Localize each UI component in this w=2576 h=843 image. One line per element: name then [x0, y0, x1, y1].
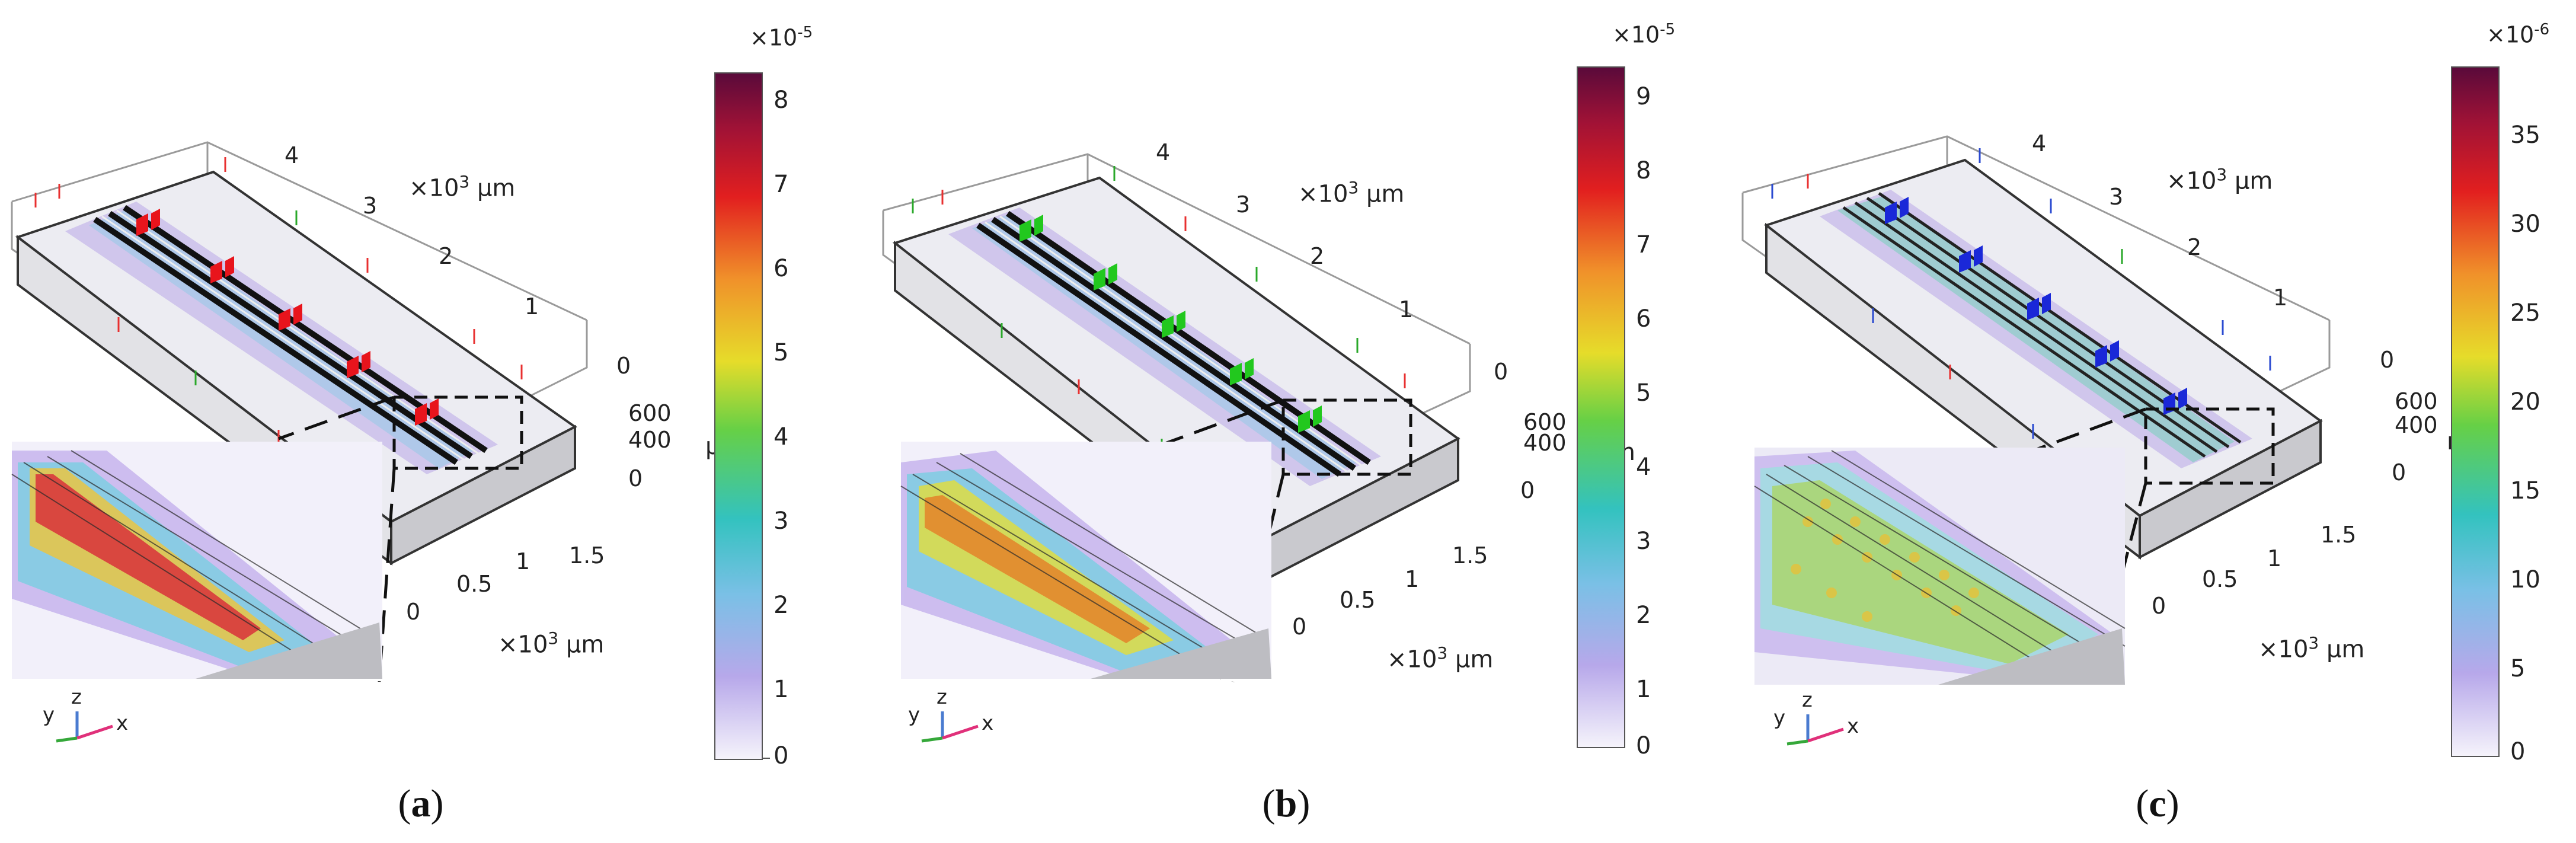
- cb-tick-b-7: 2: [1636, 602, 1651, 629]
- triad-label-y-b: y: [908, 703, 921, 727]
- z-tick-0a: 0: [628, 465, 643, 491]
- cb-tick-a-0: 8: [774, 87, 789, 114]
- cb-tick-b-2: 7: [1636, 231, 1651, 258]
- cb-tick-c-0: 35: [2510, 122, 2540, 149]
- cb-tick-c-6: 5: [2510, 655, 2526, 682]
- cb-tick-b-4: 5: [1636, 379, 1651, 407]
- cb-tick-b-8: 1: [1636, 676, 1651, 703]
- x-tick-0c: 0: [2380, 347, 2394, 373]
- cb-tick-b-3: 6: [1636, 305, 1651, 333]
- y-tick-05a: 0.5: [456, 571, 492, 597]
- triad-label-x-c: x: [1847, 714, 1859, 738]
- simulation-scene-a: 4 3 2 1 0 600 400 0 1.5 1 0.5 0: [11, 141, 672, 743]
- axis-triad-c: [1786, 714, 1844, 746]
- cb-tick-b-6: 3: [1636, 528, 1651, 555]
- cb-tick-c-3: 20: [2510, 388, 2540, 416]
- x-tick-0b: 0: [1494, 359, 1508, 385]
- cb-tick-a-2: 6: [774, 255, 789, 282]
- x-tick-1c: 1: [2273, 285, 2287, 311]
- cb-tick-a-3: 5: [774, 339, 789, 366]
- cb-tick-a-5: 3: [774, 507, 789, 535]
- z-tick-400b: 400: [1523, 430, 1567, 456]
- cb-tick-b-0: 9: [1636, 83, 1651, 110]
- y-tick-0b: 0: [1292, 614, 1306, 640]
- axis-unit-top-b: ×103 μm: [1298, 178, 1405, 208]
- y-tick-1a: 1: [516, 548, 530, 574]
- triad-label-y-c: y: [1773, 706, 1786, 730]
- x-tick-1a: 1: [525, 293, 539, 320]
- z-tick-600c: 600: [2395, 388, 2438, 414]
- axis-unit-top-c: ×103 μm: [2166, 165, 2273, 195]
- triad-label-z-a: z: [71, 685, 82, 709]
- y-tick-15c: 1.5: [2321, 522, 2356, 548]
- z-tick-0c: 0: [2392, 459, 2406, 486]
- y-tick-0c: 0: [2152, 593, 2166, 619]
- cb-tick-b-5: 4: [1636, 454, 1651, 481]
- y-tick-05b: 0.5: [1340, 587, 1375, 613]
- y-tick-15b: 1.5: [1452, 542, 1488, 569]
- x-tick-4c: 4: [2032, 130, 2046, 157]
- panel-a: 4 3 2 1 0 600 400 0 1.5 1 0.5 0 y z x ×1…: [0, 0, 854, 843]
- panel-c: 4 3 2 1 0 600 400 0 1.5 1 0.5 0 y z x ×1…: [1737, 0, 2572, 843]
- triad-label-x-b: x: [982, 711, 994, 735]
- z-tick-600b: 600: [1523, 409, 1567, 435]
- x-tick-3b: 3: [1236, 191, 1250, 218]
- cb-tick-c-2: 25: [2510, 299, 2540, 327]
- cb-tick-c-4: 15: [2510, 477, 2540, 504]
- cb-tick-c-1: 30: [2510, 210, 2540, 238]
- x-tick-4b: 4: [1156, 139, 1170, 165]
- axis-unit-bottom-b: ×103 μm: [1387, 643, 1494, 673]
- axis-unit-bottom-c: ×103 μm: [2258, 633, 2365, 663]
- axis-triad-a: [56, 711, 113, 743]
- colorbar-gradient-c: [2451, 66, 2500, 757]
- triad-label-z-c: z: [1802, 688, 1813, 712]
- cb-tick-b-1: 8: [1636, 157, 1651, 184]
- x-tick-1b: 1: [1399, 296, 1413, 322]
- cb-tick-a-8: 0: [774, 742, 789, 769]
- y-tick-05c: 0.5: [2202, 566, 2238, 592]
- panel-b: 4 3 2 1 0 600 400 0 1.5 1 0.5 0 y z x ×1…: [877, 0, 1731, 843]
- triad-label-x-a: x: [116, 711, 129, 735]
- simulation-scene-c: 4 3 2 1 0 600 400 0 1.5 1 0.5 0: [1741, 130, 2438, 746]
- cb-tick-a-7: 1: [774, 676, 789, 703]
- colorbar-gradient-a: [714, 72, 763, 760]
- x-tick-3c: 3: [2109, 184, 2123, 210]
- caption-a: (a): [398, 782, 444, 825]
- cb-tick-a-6: 2: [774, 592, 789, 619]
- cb-tick-c-5: 10: [2510, 566, 2540, 593]
- caption-c: (c): [2136, 782, 2179, 825]
- x-tick-2b: 2: [1310, 243, 1324, 269]
- simulation-scene-b: 4 3 2 1 0 600 400 0 1.5 1 0.5 0: [882, 139, 1567, 743]
- triad-label-y-a: y: [43, 703, 55, 727]
- axis-unit-top-a: ×103 μm: [409, 172, 516, 202]
- colorbar-exponent-b: ×10-5: [1612, 21, 1676, 48]
- y-tick-15a: 1.5: [569, 542, 605, 569]
- y-tick-0a: 0: [406, 599, 420, 625]
- colorbar-exponent-c: ×10-6: [2486, 21, 2550, 48]
- marker-group-a: [136, 209, 439, 426]
- x-tick-2c: 2: [2187, 234, 2201, 260]
- y-tick-1c: 1: [2267, 545, 2281, 571]
- z-tick-0b: 0: [1520, 477, 1535, 503]
- triad-label-z-b: z: [937, 685, 947, 709]
- cb-tick-a-1: 7: [774, 171, 789, 198]
- cb-tick-c-7: 0: [2510, 738, 2526, 765]
- cb-tick-a-4: 4: [774, 423, 789, 451]
- caption-b: (b): [1262, 782, 1311, 825]
- axis-triad-b: [921, 711, 979, 743]
- x-tick-4a: 4: [285, 142, 299, 168]
- y-tick-1b: 1: [1405, 566, 1419, 592]
- z-tick-400a: 400: [628, 427, 672, 453]
- axis-unit-bottom-a: ×103 μm: [498, 628, 605, 659]
- x-tick-3a: 3: [363, 193, 377, 219]
- cb-tick-b-9: 0: [1636, 732, 1651, 759]
- colorbar-gradient-b: [1577, 66, 1625, 748]
- colorbar-exponent-a: ×10-5: [750, 24, 813, 51]
- marker-group-b: [1019, 215, 1322, 433]
- z-tick-400c: 400: [2395, 412, 2438, 438]
- x-tick-2a: 2: [439, 243, 453, 269]
- x-tick-0a: 0: [616, 353, 631, 379]
- z-tick-600a: 600: [628, 400, 672, 426]
